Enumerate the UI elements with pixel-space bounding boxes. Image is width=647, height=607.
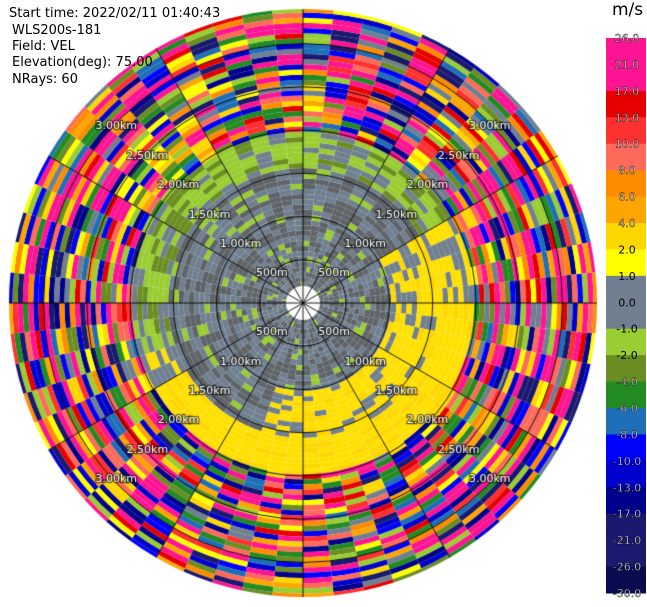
colorbar-tick-label: 6.0 — [618, 191, 636, 204]
colorbar-swatch — [606, 487, 646, 515]
colorbar-swatch — [606, 90, 646, 118]
colorbar-tick-label: -8.0 — [616, 428, 637, 441]
colorbar-tick-label: -17.0 — [613, 508, 641, 521]
colorbar-tick-label: -2.0 — [616, 349, 637, 362]
colorbar-tick-label: 17.0 — [615, 85, 640, 98]
colorbar-tick-label: 26.0 — [615, 32, 640, 45]
colorbar-tick-label: -6.0 — [616, 402, 637, 415]
colorbar-tick-label: -30.0 — [613, 587, 641, 600]
colorbar-tick-label: 21.0 — [615, 58, 640, 71]
velocity-colorbar: 26.0 21.0 17.0 13.0 10.0 8.0 6.0 4.0 2.0 1.0 0.0 -1… — [606, 32, 646, 600]
colorbar-tick-label: 8.0 — [618, 164, 636, 177]
colorbar-swatch — [606, 117, 646, 145]
nrays-label: NRays: 60 — [12, 72, 78, 87]
colorbar-tick-label: -4.0 — [616, 376, 637, 389]
colorbar-unit: m/s — [612, 0, 644, 20]
colorbar-swatch — [606, 381, 646, 409]
colorbar-swatch — [606, 64, 646, 92]
colorbar-swatch — [606, 275, 646, 303]
elevation-label: Elevation(deg): 75.00 — [12, 55, 153, 70]
colorbar-tick-label: -26.0 — [613, 561, 641, 574]
colorbar-swatch — [606, 513, 646, 541]
colorbar-tick-label: 0.0 — [618, 296, 636, 309]
colorbar-swatch — [606, 38, 646, 65]
colorbar-tick-label: -13.0 — [613, 481, 641, 494]
colorbar-tick-label: 1.0 — [618, 270, 636, 283]
colorbar-tick-label: -1.0 — [616, 323, 637, 336]
colorbar-tick-label: -21.0 — [613, 534, 641, 547]
colorbar-tick-label: 4.0 — [618, 217, 636, 230]
start-time-label: Start time: 2022/02/11 01:40:43 — [9, 6, 221, 21]
colorbar-tick-label: -10.0 — [613, 455, 641, 468]
colorbar-swatch — [606, 566, 646, 594]
colorbar-swatch — [606, 540, 646, 568]
colorbar-tick-label: 10.0 — [615, 138, 640, 151]
colorbar-tick-label: 13.0 — [615, 111, 640, 124]
colorbar-tick-label: 2.0 — [618, 243, 636, 256]
colorbar-swatch — [606, 355, 646, 383]
colorbar-swatch — [606, 223, 646, 250]
colorbar-swatch — [606, 408, 646, 435]
colorbar-swatch — [606, 196, 646, 224]
colorbar-swatch — [606, 460, 646, 488]
colorbar-swatch — [606, 170, 646, 198]
colorbar-swatch — [606, 434, 646, 462]
field-label: Field: VEL — [12, 39, 75, 54]
colorbar-swatch — [606, 302, 646, 330]
colorbar-swatch — [606, 143, 646, 171]
colorbar-swatch — [606, 328, 646, 356]
instrument-label: WLS200s-181 — [12, 23, 102, 38]
colorbar-swatch — [606, 249, 646, 277]
